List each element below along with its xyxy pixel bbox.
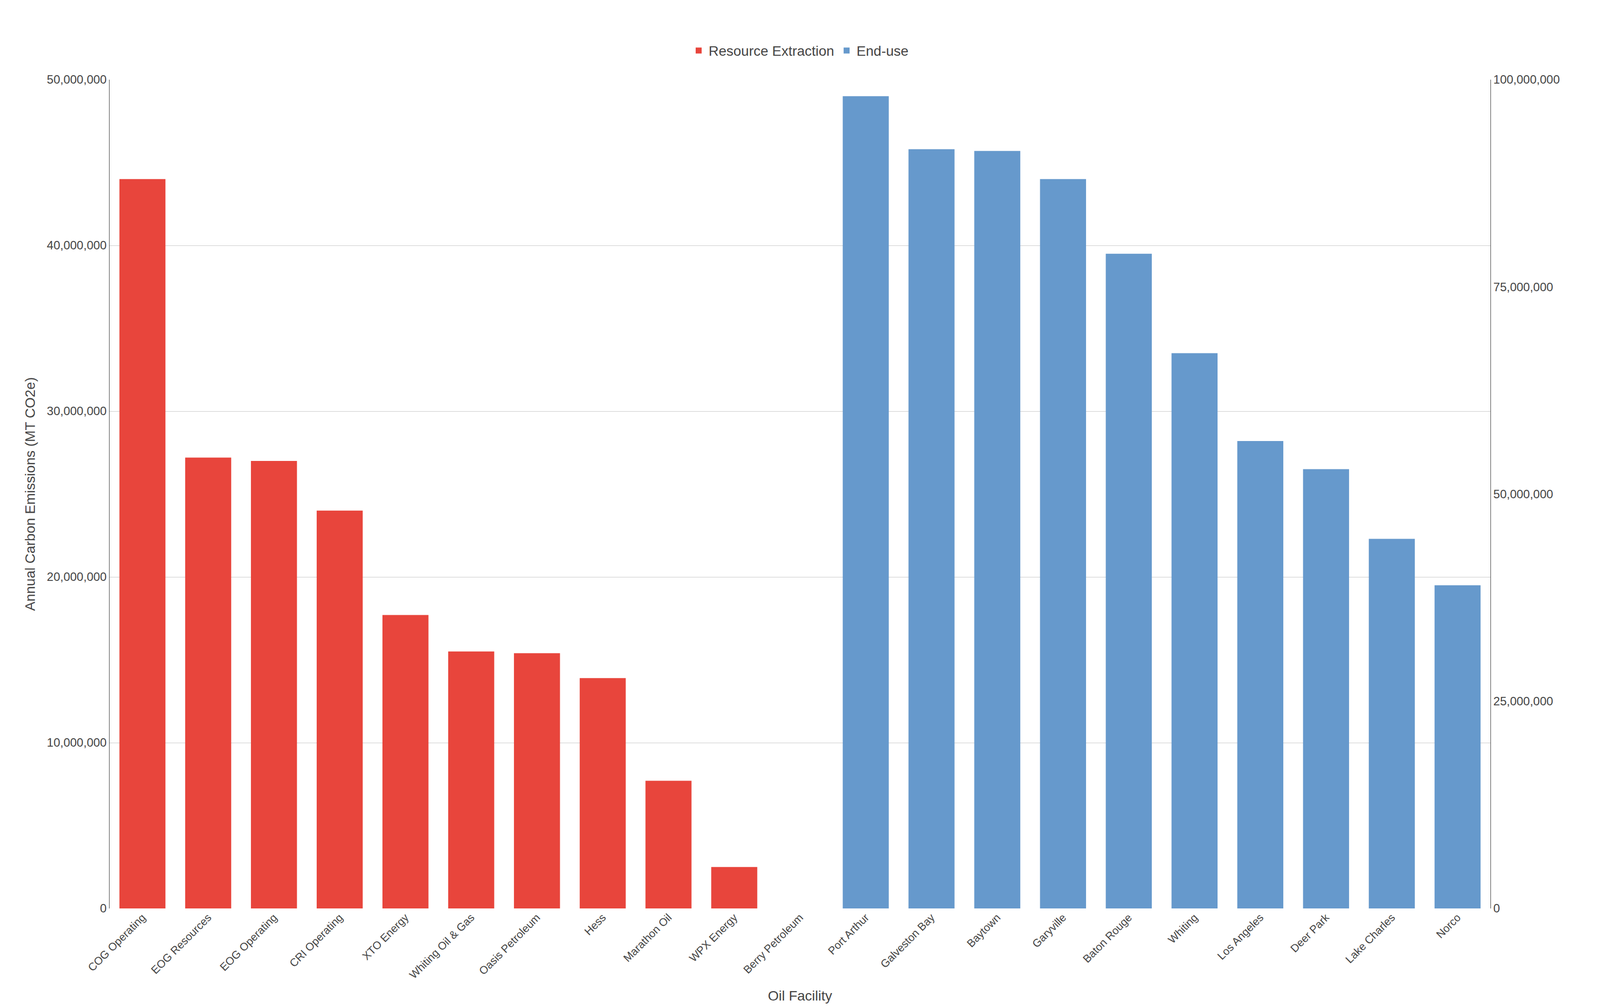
svg-text:EOG Resources: EOG Resources bbox=[148, 911, 214, 978]
svg-text:Lake Charles: Lake Charles bbox=[1343, 911, 1398, 967]
svg-text:10,000,000: 10,000,000 bbox=[46, 736, 107, 750]
svg-text:Baytown: Baytown bbox=[964, 911, 1003, 951]
svg-text:75,000,000: 75,000,000 bbox=[1493, 280, 1554, 294]
svg-text:50,000,000: 50,000,000 bbox=[46, 72, 107, 87]
svg-text:50,000,000: 50,000,000 bbox=[1493, 487, 1554, 501]
svg-text:End-use: End-use bbox=[856, 43, 909, 59]
svg-text:Berry Petroleum: Berry Petroleum bbox=[740, 911, 806, 977]
svg-text:0: 0 bbox=[1493, 901, 1500, 916]
svg-text:0: 0 bbox=[100, 901, 107, 916]
svg-text:Galveston Bay: Galveston Bay bbox=[877, 911, 938, 972]
svg-text:Annual Carbon Emissions (MT CO: Annual Carbon Emissions (MT CO2e) bbox=[22, 377, 38, 612]
svg-text:Baton Rouge: Baton Rouge bbox=[1080, 911, 1135, 966]
svg-text:WPX Energy: WPX Energy bbox=[686, 911, 740, 966]
svg-text:Norco: Norco bbox=[1433, 911, 1464, 942]
svg-text:CRI Operating: CRI Operating bbox=[286, 911, 346, 971]
svg-text:40,000,000: 40,000,000 bbox=[46, 238, 107, 252]
svg-text:Hess: Hess bbox=[582, 911, 609, 939]
svg-text:Oil Facility: Oil Facility bbox=[767, 988, 833, 1004]
svg-text:Garyville: Garyville bbox=[1029, 911, 1069, 951]
svg-text:Oasis Petroleum: Oasis Petroleum bbox=[476, 911, 543, 979]
svg-text:Whiting Oil & Gas: Whiting Oil & Gas bbox=[406, 911, 477, 982]
svg-text:20,000,000: 20,000,000 bbox=[46, 570, 107, 584]
svg-text:Marathon Oil: Marathon Oil bbox=[620, 911, 675, 966]
svg-text:Resource Extraction: Resource Extraction bbox=[708, 43, 835, 59]
svg-text:Port Arthur: Port Arthur bbox=[825, 911, 872, 958]
svg-text:100,000,000: 100,000,000 bbox=[1493, 72, 1560, 87]
svg-text:30,000,000: 30,000,000 bbox=[46, 404, 107, 418]
svg-text:XTO Energy: XTO Energy bbox=[360, 911, 412, 964]
svg-text:25,000,000: 25,000,000 bbox=[1493, 694, 1554, 709]
svg-text:COG Operating: COG Operating bbox=[85, 911, 149, 975]
svg-text:Deer Park: Deer Park bbox=[1287, 911, 1332, 956]
svg-text:Whiting: Whiting bbox=[1165, 911, 1201, 947]
svg-text:Los Angeles: Los Angeles bbox=[1215, 911, 1266, 963]
svg-text:EOG Operating: EOG Operating bbox=[217, 911, 280, 975]
